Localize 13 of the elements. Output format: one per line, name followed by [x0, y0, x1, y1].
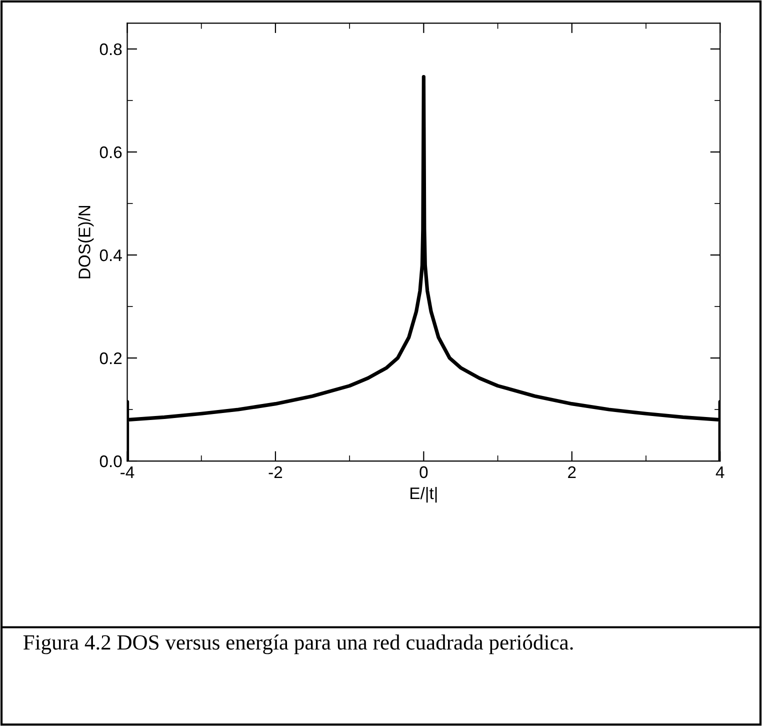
y-tick-label: 0.0 — [100, 455, 122, 468]
x-tick-label: -4 — [120, 466, 134, 478]
x-tick-label: 0 — [420, 466, 428, 478]
x-tick-label: -2 — [268, 466, 282, 478]
y-tick-label: 0.2 — [100, 352, 122, 364]
y-tick-label: 0.8 — [100, 43, 122, 56]
x-tick-label: 4 — [716, 466, 724, 478]
x-tick-label: 2 — [568, 466, 576, 478]
x-axis-title: E/|t| — [410, 486, 437, 503]
y-tick-label: 0.4 — [100, 249, 122, 262]
y-tick-label: 0.6 — [100, 146, 122, 158]
y-axis-title: DOS(E)/N — [78, 206, 94, 278]
text: Figura 4.2 DOS versus energía para una red cuadrada periódica. — [23, 634, 573, 654]
